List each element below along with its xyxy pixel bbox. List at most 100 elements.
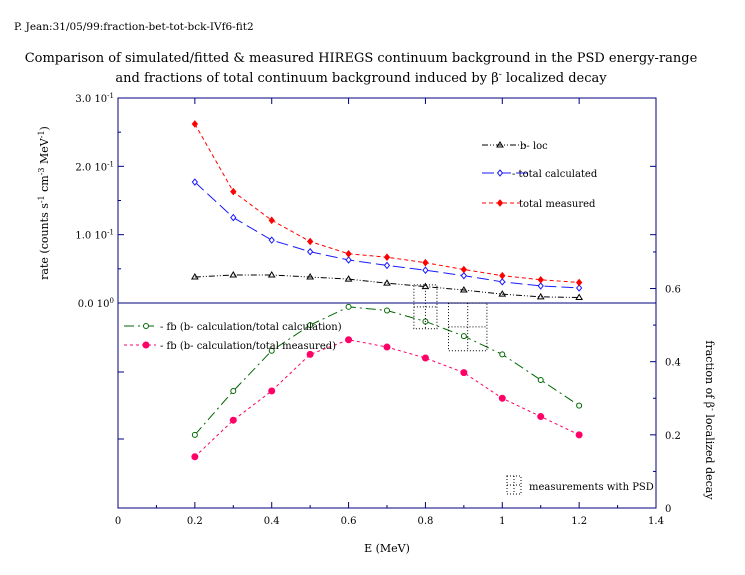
lower-y-tick-label: 0.4: [665, 358, 681, 369]
data-point-fb_total_measured: [306, 350, 314, 358]
title-beta-minus: -: [499, 70, 502, 80]
upper-panel-series: [190, 120, 584, 301]
data-point-b_loc: [267, 271, 276, 278]
data-point-b_loc: [190, 273, 199, 280]
upper-y-axis: 0.0 100 1.0 10-1 2.0 10-1 3.0 10-1: [75, 92, 656, 310]
psd-measurement-boxes: [413, 284, 488, 352]
legend-marker-fb_total_measured: [142, 341, 150, 349]
data-point-fb_total_measured: [345, 336, 353, 344]
data-point-b_loc: [575, 293, 584, 301]
data-point-total_calculated: [499, 278, 506, 286]
lower-panel-series: [191, 303, 583, 461]
upper-y-tick-label: 2.0 10-1: [75, 160, 114, 173]
legend-marker-total_measured: [496, 199, 504, 207]
x-tick-label: 1.2: [571, 516, 587, 527]
legend-label-b_loc: b- loc: [520, 141, 548, 152]
data-point-total_calculated: [383, 261, 391, 270]
data-point-b_loc: [229, 271, 238, 278]
data-point-total_measured: [345, 250, 352, 258]
title-beta: β: [491, 71, 499, 86]
data-point-fb_total_measured: [268, 387, 276, 395]
data-point-b_loc: [459, 286, 468, 293]
x-tick-label: 1: [499, 516, 505, 527]
data-point-fb_total_measured: [537, 413, 545, 421]
legend-label-total_calculated: - total calculated: [512, 169, 598, 180]
data-point-b_loc: [306, 273, 315, 280]
data-point-fb_total_calculation: [345, 303, 352, 310]
data-point-fb_total_calculation: [460, 333, 467, 340]
plot-frame: [117, 97, 657, 509]
upper-y-tick-label: 3.0 10-1: [75, 92, 114, 105]
data-point-total_measured: [191, 120, 199, 128]
title-line2-prefix: and fractions of total continuum backgro…: [115, 71, 491, 86]
data-point-total_measured: [383, 253, 391, 261]
data-point-fb_total_measured: [421, 354, 429, 362]
series-line-b_loc: [194, 274, 580, 299]
data-point-fb_total_measured: [575, 431, 583, 439]
data-point-fb_total_calculation: [499, 351, 506, 358]
data-point-total_measured: [499, 271, 506, 280]
data-point-fb_total_calculation: [191, 431, 198, 438]
data-point-total_measured: [460, 265, 468, 274]
data-point-fb_total_calculation: [230, 387, 237, 394]
data-point-fb_total_measured: [460, 369, 468, 377]
psd-measurement-box: [447, 302, 488, 352]
x-axis-label: E (MeV): [364, 542, 410, 555]
lower-y-tick-label: 0: [665, 504, 671, 515]
x-tick-label: 0.6: [341, 516, 357, 527]
legend-label-fb_total_calculation: - fb (b- calculation/total calculation): [160, 322, 342, 333]
data-point-b_loc: [383, 279, 391, 286]
x-tick-label: 1.4: [648, 516, 664, 527]
data-point-fb_total_calculation: [537, 376, 544, 383]
chart-title-line1: Comparison of simulated/fitted & measure…: [25, 51, 698, 66]
x-axis: 0 0.2 0.4 0.6 0.8 1 1.2 1.4: [115, 98, 664, 527]
data-point-total_calculated: [230, 213, 237, 222]
data-point-total_calculated: [460, 271, 468, 280]
chart-title-line2: and fractions of total continuum backgro…: [115, 70, 607, 86]
legends: b- loc - total calculated total measured - …: [124, 141, 654, 495]
data-point-fb_total_calculation: [576, 402, 583, 409]
data-point-total_measured: [306, 237, 314, 246]
x-tick-label: 0.4: [264, 516, 280, 527]
lower-y-tick-label: 0.6: [665, 285, 681, 296]
data-point-fb_total_calculation: [268, 347, 275, 354]
file-id: P. Jean:31/05/99:fraction-bet-tot-bck-IV…: [14, 21, 254, 33]
upper-y-axis-label: rate (counts s-1 cm-3 MeV-1): [37, 126, 51, 280]
data-point-total_measured: [537, 275, 544, 284]
data-point-total_measured: [230, 187, 237, 196]
data-point-fb_total_measured: [229, 416, 237, 424]
data-point-b_loc: [536, 292, 545, 300]
data-point-total_calculated: [268, 236, 275, 244]
data-point-fb_total_calculation: [384, 307, 390, 314]
data-point-total_measured: [575, 278, 583, 287]
series-line-total_calculated: [194, 181, 580, 289]
legend-marker-fb_total_calculation: [143, 323, 149, 329]
data-point-total_calculated: [191, 178, 199, 186]
data-point-b_loc: [344, 275, 353, 282]
data-point-total_calculated: [575, 284, 583, 292]
lower-y-tick-label: 0.2: [665, 431, 681, 442]
data-point-total_calculated: [345, 256, 352, 264]
data-point-total_calculated: [537, 282, 544, 290]
upper-y-tick-label: 0.0 100: [78, 297, 114, 310]
data-point-fb_total_calculation: [307, 322, 314, 329]
legend-label-total_measured: total measured: [519, 199, 596, 210]
legend-marker-total_calculated: [496, 169, 504, 177]
data-point-total_calculated: [306, 247, 314, 256]
legend-label-fb_total_measured: - fb (b- calculation/total measured): [160, 341, 336, 352]
lower-y-axis: 0 0.2 0.4 0.6: [118, 251, 681, 515]
lower-y-axis-label: fraction of β- localized decay: [703, 340, 717, 500]
data-point-fb_total_measured: [383, 343, 391, 351]
data-point-b_loc: [498, 290, 507, 297]
data-point-total_calculated: [422, 266, 429, 274]
data-point-fb_total_measured: [191, 453, 199, 461]
data-point-total_measured: [268, 216, 275, 225]
series-line-fb_total_measured: [194, 339, 580, 458]
legend-marker-b_loc: [496, 141, 504, 148]
x-tick-label: 0: [115, 516, 121, 527]
title-line2-suffix: localized decay: [502, 71, 608, 86]
data-point-total_measured: [422, 258, 429, 267]
x-tick-label: 0.8: [417, 516, 433, 527]
legend-label-psd: measurements with PSD: [529, 482, 654, 493]
